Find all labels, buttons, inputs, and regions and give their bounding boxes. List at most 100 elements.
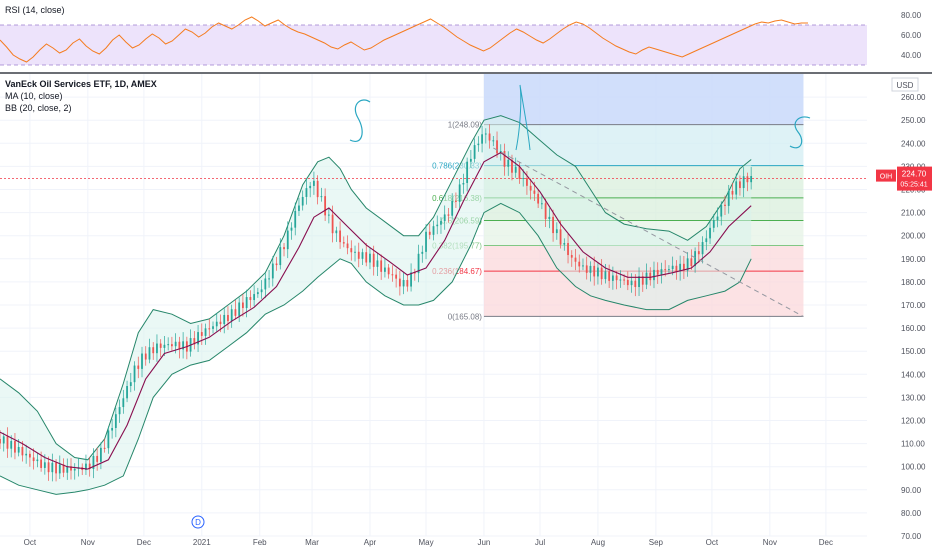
candle-body [313, 180, 315, 186]
bb-fill [0, 115, 752, 495]
candle-body [417, 253, 420, 274]
candle-body [316, 180, 319, 198]
candle-body [107, 430, 110, 449]
candle-body [660, 269, 663, 275]
candle-body [611, 275, 614, 281]
candle-body [197, 332, 199, 345]
candle-body [137, 365, 140, 369]
time-tick-label: Dec [137, 538, 151, 547]
candle-body [372, 253, 375, 267]
candle-body [327, 214, 330, 216]
candle-body [305, 188, 308, 197]
candle-body [675, 265, 678, 272]
price-tick-label: 240.00 [901, 139, 926, 148]
candle-body [219, 321, 222, 325]
candle-body [17, 446, 20, 453]
fib-top-zone [483, 74, 804, 125]
time-tick-label: Dec [819, 538, 833, 547]
candle-body [264, 278, 267, 290]
candle-body [578, 261, 581, 267]
rsi-tick-label: 40.00 [901, 51, 922, 60]
candle-body [395, 274, 398, 279]
dashed-trendline [493, 147, 804, 317]
candle-body [496, 140, 498, 154]
candle-body [585, 265, 588, 273]
candle-body [204, 328, 207, 336]
candle-body [716, 216, 719, 221]
candle-body [100, 447, 102, 462]
candle-body [455, 200, 457, 202]
candle-body [428, 231, 431, 235]
candle-body [526, 178, 528, 186]
candle-body [253, 294, 256, 301]
candle-body [634, 280, 637, 288]
candle-body [178, 341, 181, 350]
time-tick-label: Apr [364, 538, 377, 547]
candle-body [731, 190, 734, 195]
candle-body [122, 398, 125, 408]
currency-box[interactable] [891, 77, 919, 92]
candle-body [522, 178, 525, 180]
price-tick-label: 140.00 [901, 370, 926, 379]
candle-body [559, 229, 562, 245]
fib-level-label: 0.786(230.33) [432, 162, 482, 171]
candle-body [126, 386, 128, 399]
handdrawn-annotations [349, 84, 811, 151]
candle-body [369, 253, 371, 263]
candle-body [544, 203, 547, 219]
candle-body [238, 302, 241, 316]
candle-body [593, 265, 596, 277]
candle-body [365, 252, 368, 263]
candle-body [630, 280, 633, 286]
candle-body [481, 134, 483, 144]
candle-body [604, 271, 607, 280]
candle-body [133, 365, 136, 383]
candle-body [645, 272, 648, 285]
candle-body [447, 214, 450, 216]
candle-body [623, 279, 625, 281]
price-tick-label: 200.00 [901, 232, 926, 241]
dividend-marker[interactable] [191, 515, 205, 529]
s-annotation-left [349, 99, 371, 142]
candle-body [118, 407, 121, 415]
candle-body [320, 196, 323, 198]
candle-body [477, 143, 480, 146]
price-tick-label: 90.00 [901, 486, 922, 495]
candle-body [694, 251, 696, 267]
fib-level-label: 1(248.09) [448, 121, 483, 130]
candle-body [709, 227, 711, 239]
trend-line[interactable] [0, 147, 867, 317]
time-tick-label: Nov [81, 538, 95, 547]
candle-body [215, 321, 218, 327]
currency-label[interactable]: USD [897, 81, 914, 90]
candle-body [171, 344, 173, 347]
candle-body [346, 243, 349, 249]
candle-body [533, 190, 536, 194]
candle-body [331, 214, 334, 234]
price-axis-bg [867, 74, 932, 536]
candle-body [301, 196, 304, 206]
candle-body [25, 453, 28, 456]
dividend-marker-label[interactable]: D [195, 518, 201, 527]
candle-body [73, 468, 76, 471]
price-tick-label: 80.00 [901, 509, 922, 518]
countdown-text: 05:25:41 [900, 182, 927, 189]
candle-body [582, 265, 584, 267]
candle-body [96, 455, 99, 462]
rsi-tick-label: 60.00 [901, 31, 922, 40]
time-axis[interactable]: Oct Nov Dec 2021 Feb Mar Apr May Jun Jul Aug Sep Oct… [24, 538, 833, 547]
bollinger-bands [0, 115, 752, 495]
time-tick-label: Sep [649, 538, 664, 547]
candle-body [664, 269, 667, 271]
chart-title: VanEck Oil Services ETF, 1D, AMEX [5, 79, 157, 89]
candle-body [671, 265, 674, 270]
ma-legend: MA (10, close) [5, 91, 63, 101]
candle-body [750, 176, 753, 183]
candlesticks [0, 124, 753, 482]
candle-body [290, 227, 293, 231]
candle-body [567, 243, 569, 256]
candle-body [361, 252, 364, 259]
candle-body [682, 263, 685, 271]
candle-body [43, 462, 46, 468]
